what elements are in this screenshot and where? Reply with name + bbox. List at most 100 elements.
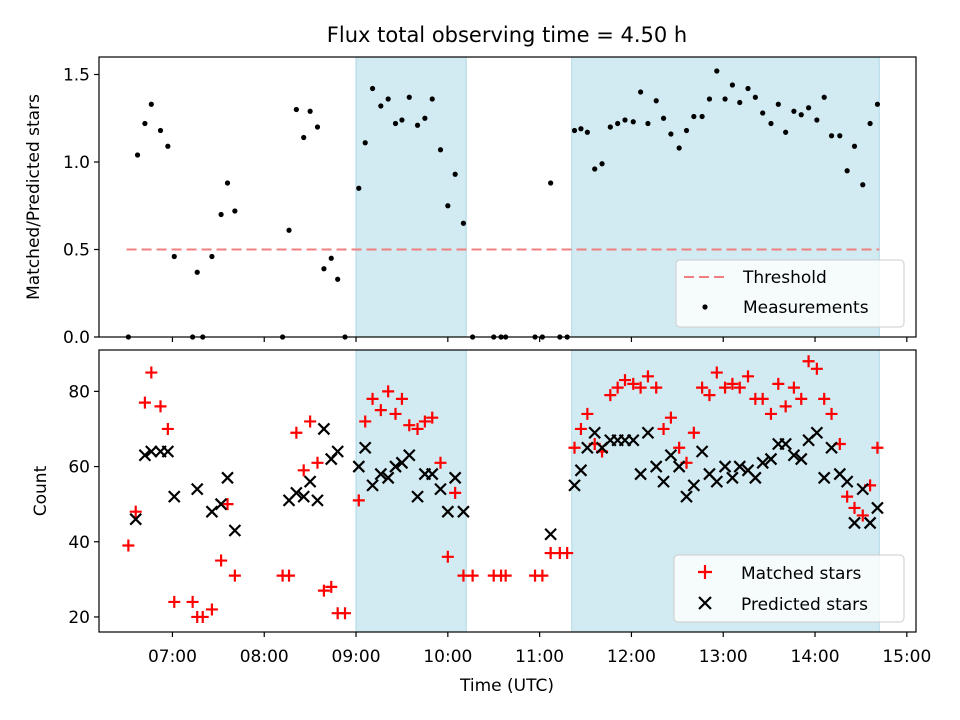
predicted-star-point [779,437,792,451]
measurement-point [867,120,873,127]
count-y-tick-label: 60 [68,458,90,478]
predicted-star-point [634,467,647,481]
matched-star-point [619,374,632,387]
predicted-star-point [297,490,310,503]
measurement-point [798,112,804,118]
matched-star-point [138,396,151,409]
x-tick-label: 09:00 [332,647,381,667]
measurement-point [860,182,866,188]
measurement-point [851,143,858,149]
measurement-point [460,220,467,226]
matched-star-point [764,407,777,420]
legend-predicted-swatch [698,596,712,610]
measurement-point [837,133,843,139]
measurement-point [660,115,667,121]
predicted-star-point [641,426,655,439]
matched-star-point [228,569,241,582]
matched-star-point [733,381,746,394]
predicted-star-point [441,505,455,518]
matched-star-point [756,392,769,405]
predicted-star-point [221,471,234,485]
predicted-star-point [649,460,663,473]
matched-star-point [787,381,800,394]
measurement-point [194,269,200,275]
count-panel: 20 40 60 80 07:00 08:00 09:00 10:00 11:00 12:00 1… [31,349,931,696]
matched-star-point [710,366,723,379]
matched-star-point [856,509,869,522]
matched-star-point [186,595,199,608]
predicted-star-point [374,467,388,481]
predicted-star-point [303,475,317,488]
measurement-point [630,119,636,125]
measurement-point [668,131,674,137]
matched-star-point [687,426,700,439]
measurement-point [638,89,644,95]
legend-predicted-label: Predicted stars [741,595,868,615]
measurement-point [699,113,705,120]
predicted-star-point [228,524,242,537]
measurement-point [218,211,224,218]
predicted-star-point [317,422,331,436]
matched-star-point [283,569,296,582]
measurement-point [615,120,621,127]
matched-star-point [205,603,218,616]
measurement-point [378,103,384,109]
predicted-star-point [733,460,747,473]
legend-matched-label: Matched stars [741,564,861,584]
measurement-point [406,94,412,100]
matched-star-point [825,407,838,420]
predicted-star-point [810,426,824,439]
predicted-star-point [794,452,808,466]
predicted-star-point [568,479,581,492]
predicted-star-point [695,445,709,458]
matched-star-point [818,392,831,405]
chart-title: Flux total observing time = 4.50 h [327,23,687,47]
predicted-star-point [214,497,228,511]
matched-star-point [536,569,549,582]
predicted-star-point [588,426,601,439]
measurement-point [307,108,313,114]
ratio-y-tick-label: 1.5 [63,66,90,86]
legend-threshold-label: Threshold [742,268,827,288]
matched-star-point [389,407,402,420]
predicted-star-point [129,512,142,526]
measurement-point [335,276,341,282]
count-legend-box [673,554,905,623]
measurement-point [445,203,451,209]
measurement-point [399,117,405,123]
ratio-y-axis-label: Matched/Predicted stars [24,94,44,300]
measurement-point [356,185,362,191]
measurement-point [737,99,743,106]
measurement-point [645,120,651,127]
matched-star-points [122,355,884,623]
measurement-point [422,115,428,121]
predicted-star-point [672,460,686,473]
predicted-star-point [871,501,884,515]
matched-star-point [611,381,624,394]
measurement-point [328,255,334,261]
predicted-star-point [726,471,739,485]
measurement-point [314,124,321,130]
predicted-star-point [205,505,219,518]
predicted-star-point [856,482,870,496]
matched-star-point [161,422,174,435]
predicted-star-point [190,482,204,496]
observing-window [355,56,467,338]
matched-star-point [359,415,372,428]
matched-star-point [352,494,365,507]
ratio-legend: Threshold Measurements [675,259,905,328]
measurement-point [148,101,154,107]
ratio-legend-box [675,259,905,328]
measurement-point [224,180,231,186]
measurement-point [286,227,292,233]
measurement-point [844,168,850,174]
measurement-point [134,152,141,158]
matched-star-point [604,389,617,402]
matched-star-point [122,539,135,552]
ratio-y-ticks: 0.0 0.5 1.0 1.5 [63,66,99,348]
predicted-star-point [787,449,801,462]
matched-star-point [466,569,479,582]
matched-star-point [581,407,594,420]
measurement-point [828,133,835,139]
